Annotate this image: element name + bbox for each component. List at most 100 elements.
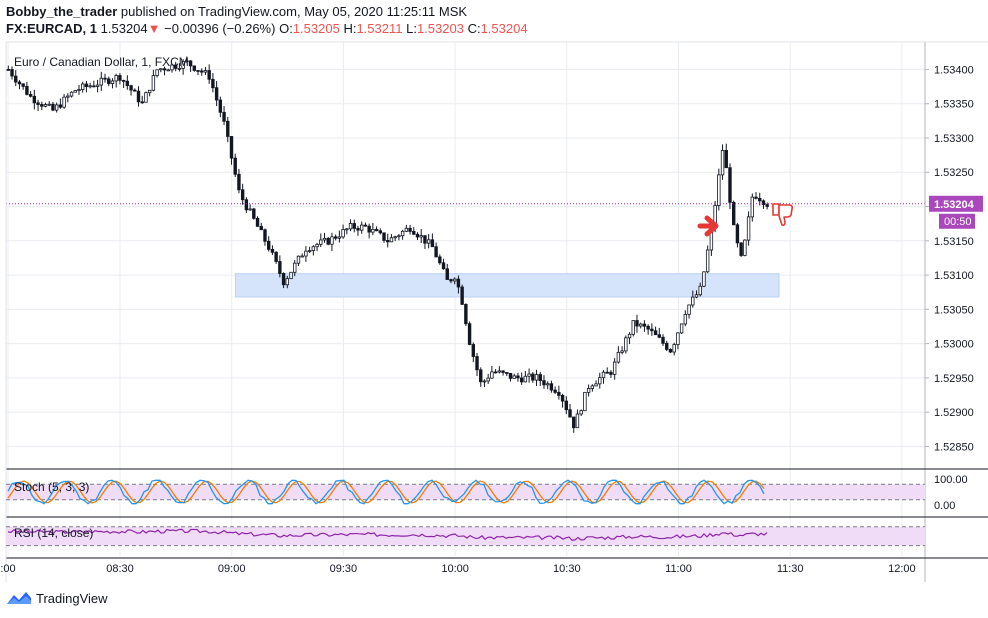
candle [359,224,364,231]
candle [233,157,237,175]
candle [572,416,576,429]
tradingview-brand[interactable]: TradingView [6,590,108,606]
candle [549,383,554,391]
candle [40,104,44,107]
candle [81,83,85,90]
candle [445,268,449,280]
candle [121,79,126,82]
candle [438,256,442,264]
candle [456,278,461,288]
y-tick-label: 1.53050 [934,304,974,316]
candle [531,373,535,381]
candle [263,229,267,242]
candle [683,313,688,325]
candle [352,223,356,229]
candle [653,330,658,336]
candle [646,325,650,330]
support-zone[interactable] [234,273,780,298]
x-tick-label: 11:30 [777,563,804,575]
symbol-label: FX:EURCAD, 1 [6,21,98,36]
candle [765,204,769,207]
candle [6,69,10,71]
candle [32,95,37,104]
current-price-badge-text: 1.53204 [934,199,975,211]
candle [464,303,468,325]
candle [743,239,747,256]
candle [471,344,475,357]
candle [452,278,457,282]
candle [415,233,420,238]
candle [393,236,397,239]
candle [244,199,249,211]
stoch-k-line [7,479,765,505]
candle [374,228,379,232]
stoch-d-line [7,480,765,504]
x-tick-label: :00 [0,563,15,575]
candle [728,167,732,203]
candle [118,75,122,81]
candle [691,296,695,306]
candle [639,323,643,327]
y-tick-label: 1.53250 [934,167,974,179]
candle [475,356,479,371]
candle [200,70,204,73]
candle [77,89,81,91]
time-axis[interactable]: :00 08:30 09:00 09:30 10:00 10:30 11:00 11:30 12… [0,563,915,575]
candle [166,69,170,72]
candle [493,371,498,374]
thumbs-down-icon[interactable] [772,203,793,226]
candle [17,81,22,85]
author-name[interactable]: Bobby_the_trader [6,4,118,19]
candle [501,370,505,373]
candle [594,383,598,387]
candle [449,279,453,282]
candle [635,320,639,327]
candle [583,391,587,412]
candle [627,333,632,339]
candle [720,149,725,176]
candle [553,389,557,393]
annotations[interactable] [697,203,793,237]
candle [586,388,591,393]
candle [746,216,751,241]
candle [259,226,263,231]
candle [300,255,304,258]
candle [490,371,494,379]
candle [62,96,66,108]
candle [337,236,342,239]
rsi-pane[interactable] [6,526,925,547]
x-tick-label: 09:30 [330,563,358,575]
x-tick-label: 10:30 [553,563,581,575]
candle [14,75,18,83]
candle [423,235,427,244]
candle [270,249,275,253]
candle [274,251,278,262]
candle [702,271,706,287]
candle [512,375,516,379]
candle [386,240,390,243]
candle [568,409,572,418]
low-label: L: [406,21,417,36]
close-label: C: [467,21,481,36]
candle [43,104,48,107]
candle [434,246,438,258]
candle [400,230,405,237]
arrow-right-icon[interactable] [697,215,719,237]
candle [103,77,107,80]
countdown-badge [939,213,975,229]
candle [10,69,14,77]
candle [211,78,215,89]
candle [192,65,196,71]
candle [732,201,736,226]
rsi-label: RSI (14, close) [14,526,93,540]
y-tick-label: 1.53400 [934,64,974,76]
price-axis[interactable]: 1.534001.533501.533001.532501.532001.531… [925,64,974,453]
tradingview-brand-text: TradingView [36,590,108,606]
candle [609,371,613,375]
stochastic-pane[interactable]: 100.00 0.00 [6,474,968,512]
candle [479,369,483,383]
candle [159,68,163,71]
candle [307,250,312,252]
y-tick-label: 1.52900 [934,407,974,419]
